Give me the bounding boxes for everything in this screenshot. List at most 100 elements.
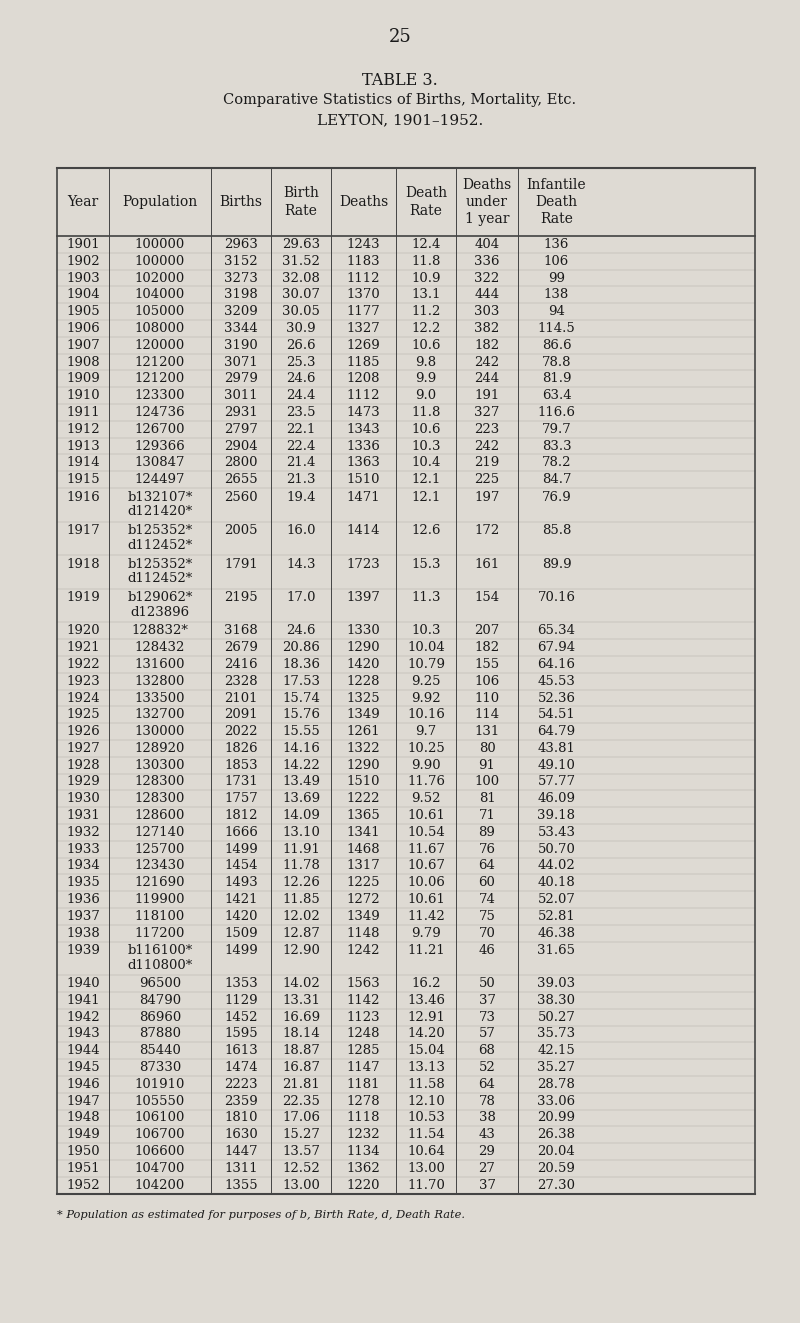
- Text: 2979: 2979: [224, 372, 258, 385]
- Text: 1723: 1723: [346, 558, 380, 570]
- Text: 2679: 2679: [224, 642, 258, 654]
- Text: 2560: 2560: [224, 491, 258, 504]
- Text: 24.6: 24.6: [286, 372, 316, 385]
- Text: 1810: 1810: [224, 1111, 258, 1125]
- Text: 1493: 1493: [224, 876, 258, 889]
- Text: 131600: 131600: [134, 658, 186, 671]
- Text: 10.6: 10.6: [411, 423, 441, 435]
- Text: 12.91: 12.91: [407, 1011, 445, 1024]
- Text: 322: 322: [474, 271, 500, 284]
- Text: 21.81: 21.81: [282, 1078, 320, 1091]
- Text: 1499: 1499: [224, 945, 258, 957]
- Text: 1248: 1248: [346, 1028, 380, 1040]
- Text: 130300: 130300: [134, 758, 186, 771]
- Text: 1905: 1905: [66, 306, 100, 318]
- Text: 9.92: 9.92: [411, 692, 441, 705]
- Text: 1926: 1926: [66, 725, 100, 738]
- Text: 1343: 1343: [346, 423, 380, 435]
- Text: 21.4: 21.4: [286, 456, 316, 470]
- Text: 52.07: 52.07: [538, 893, 575, 906]
- Text: 37: 37: [478, 1179, 495, 1192]
- Text: 31.52: 31.52: [282, 255, 320, 267]
- Text: 14.09: 14.09: [282, 810, 320, 822]
- Text: 13.13: 13.13: [407, 1061, 445, 1074]
- Text: 10.79: 10.79: [407, 658, 445, 671]
- Text: Deaths
under
1 year: Deaths under 1 year: [462, 177, 512, 226]
- Text: 104200: 104200: [135, 1179, 185, 1192]
- Text: 10.54: 10.54: [407, 826, 445, 839]
- Text: 2328: 2328: [224, 675, 258, 688]
- Text: 14.02: 14.02: [282, 978, 320, 990]
- Text: 10.16: 10.16: [407, 708, 445, 721]
- Text: 13.00: 13.00: [407, 1162, 445, 1175]
- Text: 32.08: 32.08: [282, 271, 320, 284]
- Text: 1261: 1261: [346, 725, 380, 738]
- Text: 1499: 1499: [224, 843, 258, 856]
- Text: 10.04: 10.04: [407, 642, 445, 654]
- Text: 1421: 1421: [224, 893, 258, 906]
- Text: 1208: 1208: [346, 372, 380, 385]
- Text: 33.06: 33.06: [538, 1094, 575, 1107]
- Text: 12.6: 12.6: [411, 524, 441, 537]
- Text: 132700: 132700: [134, 708, 186, 721]
- Text: 127140: 127140: [135, 826, 185, 839]
- Text: 3198: 3198: [224, 288, 258, 302]
- Text: 1362: 1362: [346, 1162, 380, 1175]
- Text: 9.79: 9.79: [411, 926, 441, 939]
- Text: b129062*: b129062*: [127, 591, 193, 605]
- Text: 1397: 1397: [346, 591, 381, 605]
- Text: 89: 89: [478, 826, 495, 839]
- Text: 10.6: 10.6: [411, 339, 441, 352]
- Text: 12.4: 12.4: [411, 238, 441, 251]
- Text: 46.09: 46.09: [538, 792, 575, 806]
- Text: 1471: 1471: [346, 491, 380, 504]
- Text: 1940: 1940: [66, 978, 100, 990]
- Text: 10.53: 10.53: [407, 1111, 445, 1125]
- Text: 118100: 118100: [135, 910, 185, 923]
- Text: 30.05: 30.05: [282, 306, 320, 318]
- Text: 1349: 1349: [346, 910, 380, 923]
- Text: 10.9: 10.9: [411, 271, 441, 284]
- Text: 15.76: 15.76: [282, 708, 320, 721]
- Text: 17.0: 17.0: [286, 591, 316, 605]
- Text: 1938: 1938: [66, 926, 100, 939]
- Text: 14.20: 14.20: [407, 1028, 445, 1040]
- Text: 1931: 1931: [66, 810, 100, 822]
- Text: 9.0: 9.0: [415, 389, 437, 402]
- Text: 25.3: 25.3: [286, 356, 316, 369]
- Text: 99: 99: [548, 271, 565, 284]
- Text: 10.61: 10.61: [407, 893, 445, 906]
- Text: 1934: 1934: [66, 860, 100, 872]
- Text: 2101: 2101: [224, 692, 258, 705]
- Text: 12.52: 12.52: [282, 1162, 320, 1175]
- Text: 1826: 1826: [224, 742, 258, 755]
- Text: 9.52: 9.52: [411, 792, 441, 806]
- Text: 1936: 1936: [66, 893, 100, 906]
- Text: 106: 106: [544, 255, 569, 267]
- Text: 12.87: 12.87: [282, 926, 320, 939]
- Text: 12.26: 12.26: [282, 876, 320, 889]
- Text: 22.35: 22.35: [282, 1094, 320, 1107]
- Text: 2223: 2223: [224, 1078, 258, 1091]
- Text: 12.90: 12.90: [282, 945, 320, 957]
- Text: 1948: 1948: [66, 1111, 100, 1125]
- Text: 1242: 1242: [346, 945, 380, 957]
- Text: 121200: 121200: [135, 372, 185, 385]
- Text: 327: 327: [474, 406, 500, 419]
- Text: 67.94: 67.94: [538, 642, 575, 654]
- Text: 1278: 1278: [346, 1094, 380, 1107]
- Text: 13.49: 13.49: [282, 775, 320, 789]
- Text: 94: 94: [548, 306, 565, 318]
- Text: 14.22: 14.22: [282, 758, 320, 771]
- Text: 1924: 1924: [66, 692, 100, 705]
- Text: 39.03: 39.03: [538, 978, 575, 990]
- Text: 1952: 1952: [66, 1179, 100, 1192]
- Text: 123300: 123300: [134, 389, 186, 402]
- Text: 336: 336: [474, 255, 500, 267]
- Text: 1112: 1112: [346, 271, 380, 284]
- Text: 242: 242: [474, 356, 499, 369]
- Text: 2963: 2963: [224, 238, 258, 251]
- Text: 1142: 1142: [346, 994, 380, 1007]
- Text: 3071: 3071: [224, 356, 258, 369]
- Text: 2416: 2416: [224, 658, 258, 671]
